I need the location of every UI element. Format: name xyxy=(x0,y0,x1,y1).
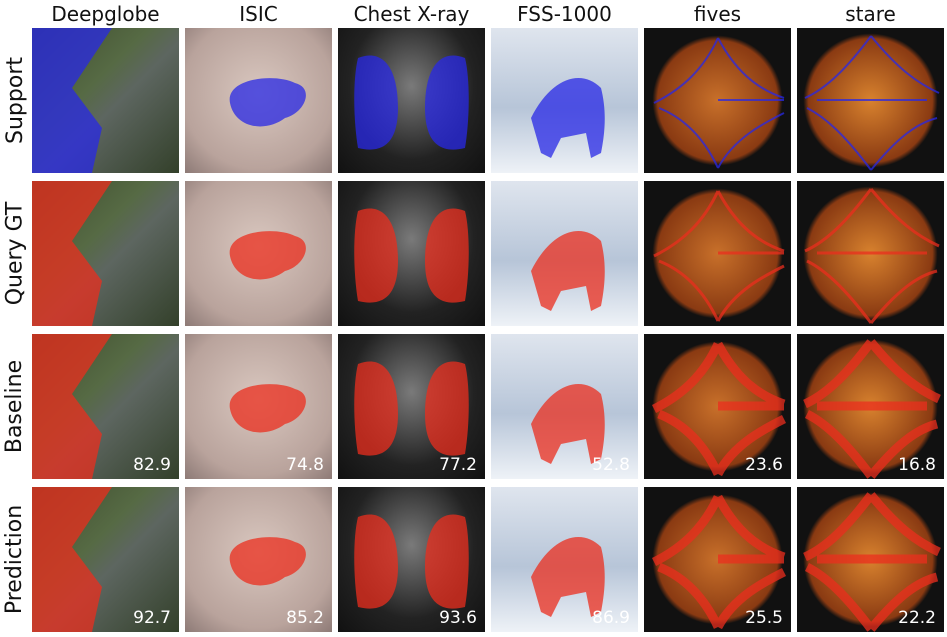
mask-overlay xyxy=(32,487,112,632)
mask-overlay xyxy=(32,28,112,173)
mask-overlay xyxy=(804,188,940,324)
score: 52.8 xyxy=(592,455,630,475)
mask xyxy=(804,35,940,171)
score: 22.2 xyxy=(898,608,936,628)
image-cell xyxy=(338,28,485,173)
column-header: FSS-1000 xyxy=(517,2,612,26)
mask-overlay xyxy=(354,55,469,150)
row-label: Prediction xyxy=(0,487,30,632)
mask xyxy=(354,514,469,609)
column-header: Deepglobe xyxy=(51,2,160,26)
score: 74.8 xyxy=(286,455,324,475)
image-cell xyxy=(491,181,638,326)
image-cell: 77.2 xyxy=(338,334,485,479)
mask xyxy=(531,384,605,464)
image-cell xyxy=(185,181,332,326)
mask xyxy=(32,334,112,479)
image-cell xyxy=(32,28,179,173)
image-cell: 85.2 xyxy=(185,487,332,632)
image-cell: 92.7 xyxy=(32,487,179,632)
column-header: ISIC xyxy=(239,2,278,26)
row-label-text: Support xyxy=(2,57,28,144)
image-cell xyxy=(32,181,179,326)
mask-overlay xyxy=(651,341,787,477)
image-cell xyxy=(644,181,791,326)
image-cell xyxy=(185,28,332,173)
mask-overlay xyxy=(653,37,785,169)
mask-overlay xyxy=(354,361,469,456)
score: 77.2 xyxy=(439,455,477,475)
image-cell: 82.9 xyxy=(32,334,179,479)
mask-overlay xyxy=(803,339,941,479)
score: 92.7 xyxy=(133,608,171,628)
image-cell: 86.9 xyxy=(491,487,638,632)
mask-overlay xyxy=(804,35,940,171)
mask-overlay xyxy=(531,537,605,617)
mask xyxy=(803,492,941,632)
row-label: Baseline xyxy=(0,334,30,479)
image-cell xyxy=(338,181,485,326)
row-label-text: Query GT xyxy=(2,201,28,306)
row-label-text: Baseline xyxy=(2,359,28,454)
mask xyxy=(653,37,785,169)
mask xyxy=(651,341,787,477)
mask-overlay xyxy=(354,514,469,609)
image-cell xyxy=(491,28,638,173)
mask xyxy=(531,231,605,311)
mask-overlay xyxy=(651,494,787,630)
score: 23.6 xyxy=(745,455,783,475)
mask xyxy=(229,384,306,433)
column-header: fives xyxy=(693,2,742,26)
image-cell: 25.5 xyxy=(644,487,791,632)
mask-overlay xyxy=(229,231,306,280)
row-label-text: Prediction xyxy=(2,504,28,615)
score: 16.8 xyxy=(898,455,936,475)
image-cell: 22.2 xyxy=(797,487,944,632)
score: 86.9 xyxy=(592,608,630,628)
image-cell xyxy=(797,181,944,326)
mask-overlay xyxy=(531,231,605,311)
mask xyxy=(803,339,941,479)
image-cell: 23.6 xyxy=(644,334,791,479)
score: 82.9 xyxy=(133,455,171,475)
mask-overlay xyxy=(229,384,306,433)
mask xyxy=(32,487,112,632)
mask xyxy=(531,78,605,158)
mask xyxy=(354,55,469,150)
image-cell: 52.8 xyxy=(491,334,638,479)
image-cell: 16.8 xyxy=(797,334,944,479)
row-label: Support xyxy=(0,28,30,173)
mask-overlay xyxy=(32,181,112,326)
mask-overlay xyxy=(531,384,605,464)
mask xyxy=(354,361,469,456)
row-label: Query GT xyxy=(0,181,30,326)
mask-overlay xyxy=(803,492,941,632)
mask xyxy=(32,181,112,326)
mask xyxy=(354,208,469,303)
mask-overlay xyxy=(531,78,605,158)
image-cell xyxy=(644,28,791,173)
image-cell: 74.8 xyxy=(185,334,332,479)
score: 93.6 xyxy=(439,608,477,628)
mask-overlay xyxy=(229,78,306,127)
column-header: stare xyxy=(845,2,896,26)
mask-overlay xyxy=(32,334,112,479)
mask-overlay xyxy=(653,190,785,322)
mask xyxy=(804,188,940,324)
mask xyxy=(229,537,306,586)
mask xyxy=(531,537,605,617)
mask xyxy=(32,28,112,173)
image-cell: 93.6 xyxy=(338,487,485,632)
mask xyxy=(653,190,785,322)
mask-overlay xyxy=(354,208,469,303)
score: 25.5 xyxy=(745,608,783,628)
column-header: Chest X-ray xyxy=(353,2,470,26)
mask xyxy=(229,78,306,127)
mask xyxy=(229,231,306,280)
mask xyxy=(651,494,787,630)
score: 85.2 xyxy=(286,608,324,628)
image-cell xyxy=(797,28,944,173)
mask-overlay xyxy=(229,537,306,586)
